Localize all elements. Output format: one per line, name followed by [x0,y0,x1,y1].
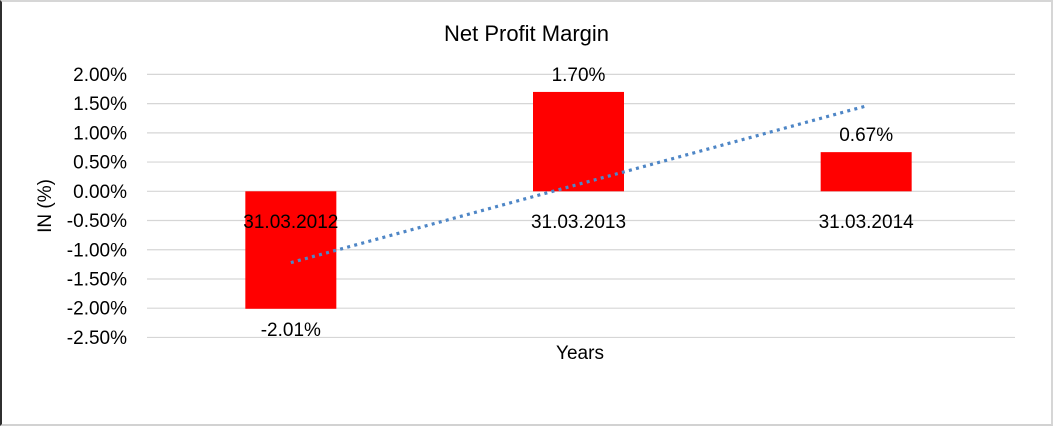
y-tick-label: -1.50% [67,269,127,290]
bar-31.03.2014 [820,152,912,192]
x-category-label: 31.03.2013 [531,212,626,233]
y-tick-label: 2.00% [73,65,127,86]
x-category-label: 31.03.2014 [819,212,915,233]
y-tick-label: 1.00% [73,123,127,144]
data-label: 1.70% [552,65,606,86]
y-tick-label: 0.50% [73,153,127,174]
y-tick-label: 0.00% [73,182,127,203]
bar-31.03.2012 [245,191,337,309]
y-tick-label: 1.50% [73,94,127,115]
data-label: -2.01% [261,320,321,341]
trendline [290,104,867,265]
y-tick-label: -0.50% [67,211,127,232]
chart-title: Net Profit Margin [443,21,610,46]
x-axis-title: Years [556,343,604,364]
y-tick-label: -1.00% [67,240,127,261]
x-category-label: 31.03.2012 [243,212,338,233]
data-label: 0.67% [839,125,893,146]
y-tick-label: -2.00% [67,299,127,320]
y-tick-label: -2.50% [67,328,127,349]
